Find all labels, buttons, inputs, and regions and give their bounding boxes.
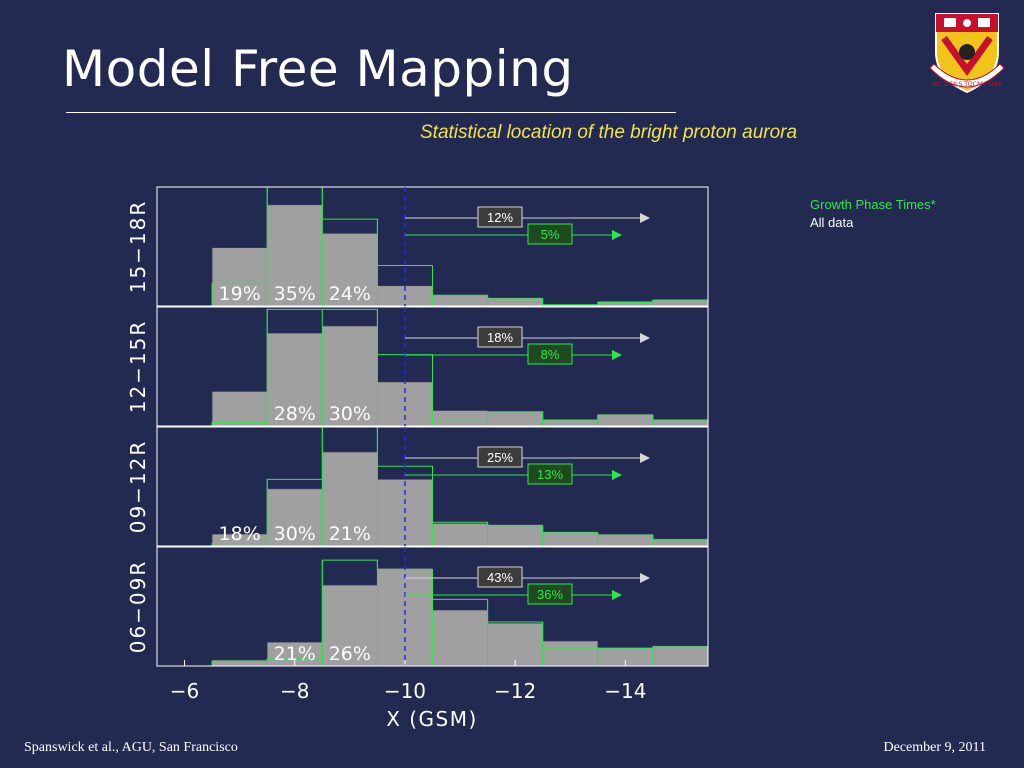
growth-outside-percent: 5%	[541, 227, 560, 242]
bar-all-data	[211, 391, 268, 427]
panel-frame	[156, 426, 709, 547]
all-data-arrowhead	[640, 573, 650, 583]
bar-all-data	[597, 413, 654, 427]
bar-all-data	[321, 233, 378, 307]
chart-legend: Growth Phase Times* All data	[810, 196, 936, 232]
university-crest-logo: NC SIGILS TOCAM SIAS	[929, 13, 1005, 94]
bar-all-data	[542, 419, 599, 427]
footer-citation: Spanswick et al., AGU, San Francisco	[24, 740, 238, 755]
percent-label: 19%	[219, 283, 261, 305]
percent-label: 30%	[274, 523, 316, 545]
bar-all-data	[542, 531, 599, 547]
bar-all-data	[652, 419, 709, 427]
bar-all-data	[266, 204, 323, 307]
x-tick-label: −6	[170, 679, 199, 703]
slide-title: Model Free Mapping	[62, 40, 574, 98]
percent-label: 26%	[329, 643, 371, 665]
title-underline	[66, 112, 676, 113]
bar-all-data	[432, 609, 488, 667]
x-tick-label: −8	[280, 679, 309, 703]
all-data-arrowhead	[640, 213, 650, 223]
all-data-arrowhead	[640, 333, 650, 343]
bar-all-data	[432, 523, 488, 547]
all-data-outside-percent: 43%	[487, 570, 513, 585]
all-data-box	[477, 206, 523, 228]
bar-all-data	[432, 294, 488, 307]
percent-label: 24%	[329, 283, 371, 305]
percent-label: 21%	[329, 523, 371, 545]
growth-arrowhead	[612, 470, 622, 480]
bar-all-data	[211, 247, 268, 307]
panel-frame	[156, 306, 709, 427]
bar-all-data	[652, 299, 709, 307]
growth-box	[527, 343, 573, 365]
growth-arrowhead	[612, 590, 622, 600]
panel-frame	[156, 186, 709, 307]
all-data-arrowhead	[640, 453, 650, 463]
growth-outside-percent: 8%	[541, 347, 560, 362]
panel-y-label: 09−12R	[126, 440, 150, 534]
logo-motto: NC SIGILS TOCAM SIAS	[933, 81, 1002, 88]
x-tick-label: −14	[604, 679, 646, 703]
percent-label: 28%	[274, 403, 316, 425]
bar-all-data	[652, 645, 709, 667]
panel-y-label: 15−18R	[126, 200, 150, 294]
bar-all-data	[487, 524, 544, 547]
x-tick-label: −12	[494, 679, 536, 703]
x-tick-label: −10	[384, 679, 426, 703]
legend-all-data: All data	[810, 215, 854, 230]
percent-label: 35%	[274, 283, 316, 305]
growth-arrowhead	[612, 230, 622, 240]
panel-frame	[156, 546, 709, 667]
all-data-outside-percent: 18%	[487, 330, 513, 345]
growth-outside-percent: 13%	[537, 467, 563, 482]
all-data-box	[477, 566, 523, 588]
all-data-outside-percent: 25%	[487, 450, 513, 465]
percent-label: 21%	[274, 643, 316, 665]
footer-date: December 9, 2011	[883, 740, 987, 755]
panel-y-label: 12−15R	[126, 320, 150, 414]
percent-label: 18%	[219, 523, 261, 545]
x-axis-label: X (GSM)	[386, 707, 478, 731]
bar-all-data	[542, 640, 599, 667]
bar-all-data	[266, 332, 323, 427]
growth-outside-percent: 36%	[537, 587, 563, 602]
percent-label: 30%	[329, 403, 371, 425]
growth-arrowhead	[612, 350, 622, 360]
bar-all-data	[432, 410, 488, 427]
panel-y-label: 06−09R	[126, 560, 150, 654]
slide-subtitle: Statistical location of the bright proto…	[420, 122, 798, 143]
bar-all-data	[266, 488, 323, 547]
legend-growth-phase: Growth Phase Times*	[810, 197, 936, 212]
growth-box	[527, 583, 573, 605]
all-data-box	[477, 446, 523, 468]
bar-all-data	[487, 411, 544, 427]
all-data-outside-percent: 12%	[487, 210, 513, 225]
growth-box	[527, 223, 573, 245]
bar-all-data	[487, 622, 544, 667]
all-data-box	[477, 326, 523, 348]
bar-all-data	[597, 533, 654, 547]
growth-box	[527, 463, 573, 485]
